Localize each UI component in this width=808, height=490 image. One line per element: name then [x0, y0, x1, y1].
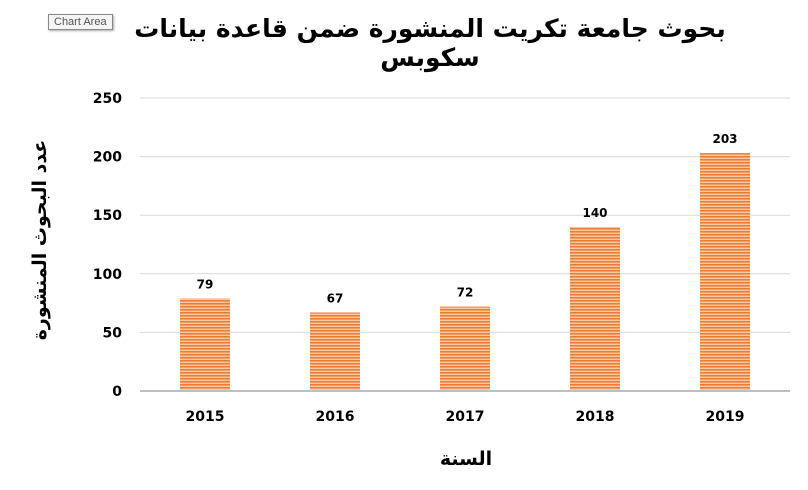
y-tick-label: 100	[93, 267, 122, 283]
x-tick-label: 2015	[186, 409, 225, 425]
x-tick-label: 2018	[576, 409, 615, 425]
chart-area-tooltip: Chart Area	[48, 14, 113, 30]
data-label: 79	[197, 277, 214, 291]
data-label: 203	[712, 132, 737, 146]
x-tick-label: 2017	[446, 409, 485, 425]
y-tick-label: 50	[103, 325, 123, 341]
x-tick-label: 2016	[316, 409, 355, 425]
x-axis-label: السنة	[439, 448, 493, 470]
bar-2015[interactable]	[180, 298, 230, 391]
bar-2019[interactable]	[700, 153, 750, 391]
bar-2018[interactable]	[570, 226, 620, 391]
data-label: 140	[582, 206, 607, 220]
y-tick-label: 200	[93, 150, 122, 166]
x-tick-label: 2019	[706, 409, 745, 425]
y-tick-label: 250	[93, 91, 122, 107]
bar-2017[interactable]	[440, 306, 490, 391]
data-label: 67	[327, 291, 344, 305]
chart-title: بحوث جامعة تكريت المنشورة ضمن قاعدة بيان…	[134, 14, 726, 72]
y-tick-label: 0	[112, 384, 122, 400]
bar-2016[interactable]	[310, 312, 360, 391]
y-tick-label: 150	[93, 208, 122, 224]
data-label: 72	[457, 286, 474, 300]
